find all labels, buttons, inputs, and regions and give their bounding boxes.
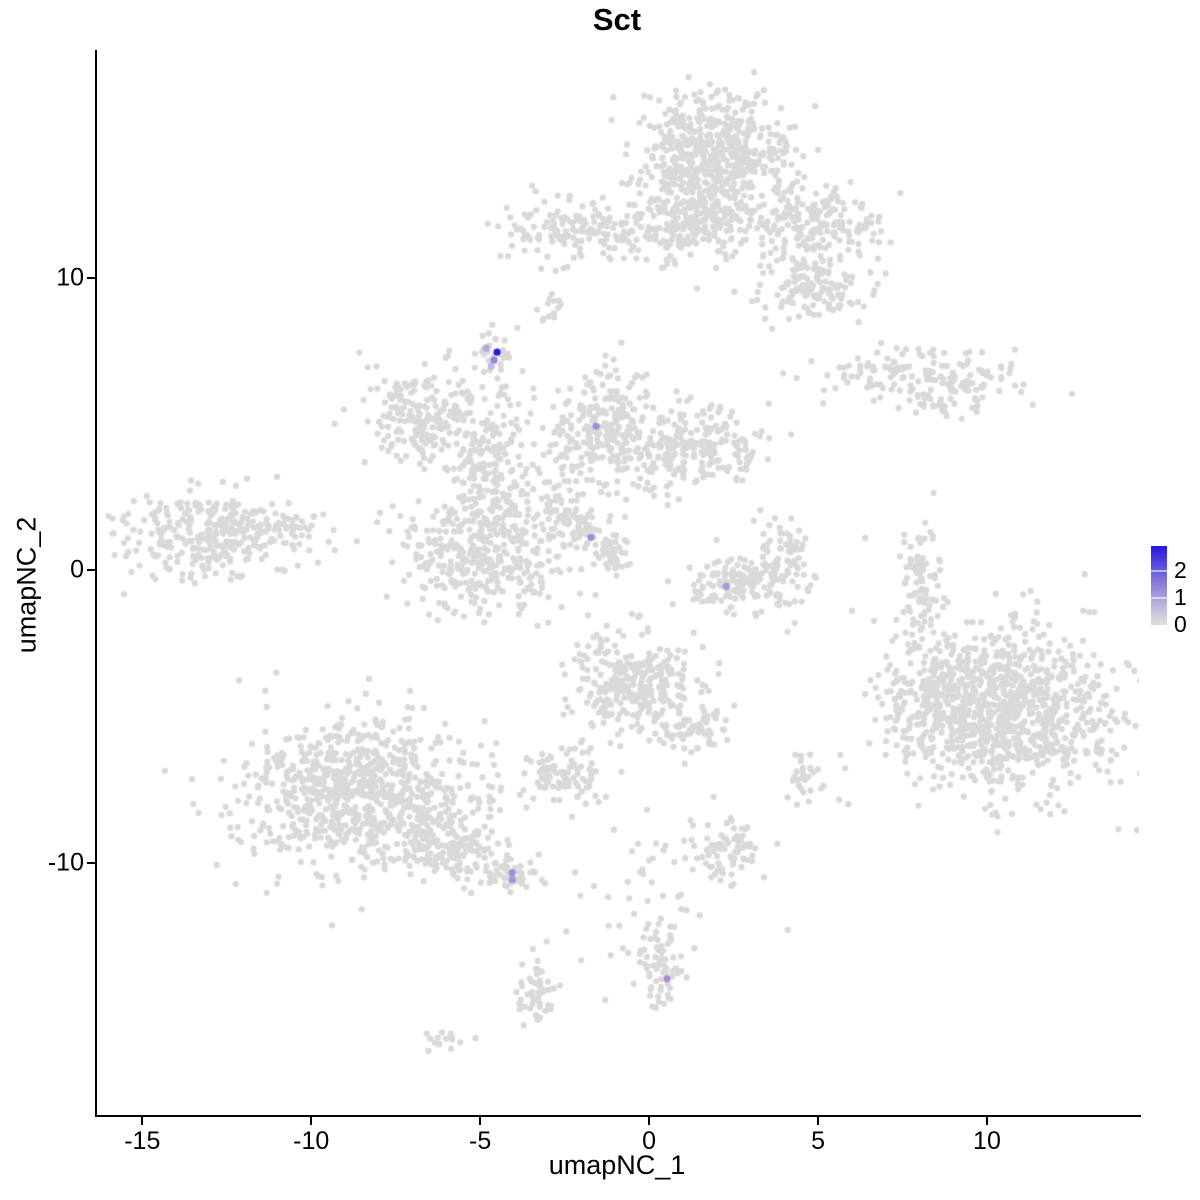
y-tick-label: 10 xyxy=(56,263,84,292)
x-tick-label: 5 xyxy=(811,1127,825,1155)
x-tick-mark xyxy=(310,1117,313,1125)
x-axis-line xyxy=(95,1115,1141,1117)
scatter-panel xyxy=(95,50,1139,1117)
y-axis-line xyxy=(95,50,97,1117)
x-tick-mark xyxy=(141,1117,144,1125)
x-tick-mark xyxy=(648,1117,651,1125)
y-tick-mark xyxy=(87,569,95,572)
x-axis-title: umapNC_1 xyxy=(548,1150,686,1180)
y-tick-mark xyxy=(87,277,95,280)
legend-bar-tick xyxy=(1151,569,1167,572)
x-tick-label: 0 xyxy=(642,1127,657,1155)
x-tick-label: -5 xyxy=(469,1127,492,1155)
x-tick-mark xyxy=(985,1117,988,1125)
legend-tick-label: 2 xyxy=(1174,556,1187,583)
legend-bar-tick xyxy=(1151,596,1167,599)
x-tick-label: -15 xyxy=(124,1127,161,1155)
y-tick-label: -10 xyxy=(47,848,84,877)
y-tick-label: 0 xyxy=(70,555,84,584)
x-tick-label: 10 xyxy=(973,1127,1001,1155)
x-tick-mark xyxy=(479,1117,482,1125)
legend-gradient-bar xyxy=(1151,546,1167,625)
y-tick-mark xyxy=(87,861,95,864)
plot-title: Sct xyxy=(592,2,642,37)
legend-tick-label: 0 xyxy=(1174,610,1187,637)
y-axis-title: umapNC_2 xyxy=(11,516,42,654)
x-tick-label: -10 xyxy=(293,1127,330,1155)
x-tick-mark xyxy=(817,1117,820,1125)
legend-tick-label: 1 xyxy=(1174,583,1187,610)
